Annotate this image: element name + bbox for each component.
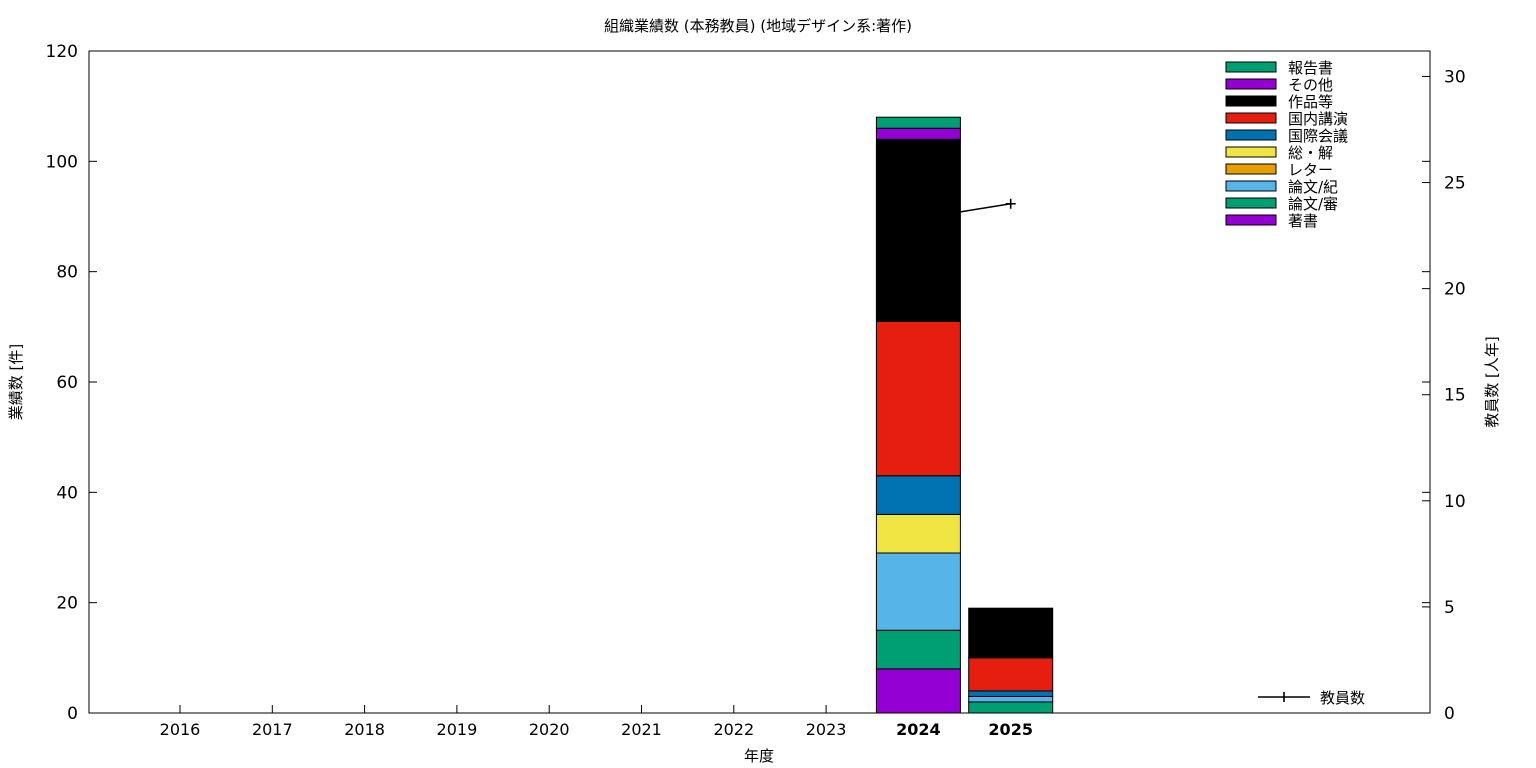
line-path [918,202,1011,220]
x-tick-label: 2016 [160,720,201,739]
legend-label: 国内講演 [1288,110,1348,128]
legend-label: 著書 [1288,212,1318,230]
x-tick-label: 2021 [621,720,662,739]
legend-swatch [1225,61,1277,73]
y-tick-label: 80 [56,263,78,283]
legend-swatch [1225,163,1277,175]
bar-segment [875,552,961,631]
legend-swatch [1225,129,1277,141]
bars [875,116,1054,714]
y2-tick-label: 5 [1444,598,1455,618]
legend-swatch [1225,197,1277,209]
legend-label: 報告書 [1288,59,1333,77]
y2-tick-label: 30 [1444,67,1466,87]
legend-swatch [1225,214,1277,226]
y2-tick-label: 25 [1444,174,1466,194]
legend-label: 国際会議 [1288,127,1348,145]
x-tick-label: 2024 [896,720,941,739]
y-tick-label: 40 [56,483,78,503]
bar-segment [875,138,961,322]
x-tick-label: 2018 [344,720,385,739]
legend-label: その他 [1288,76,1333,94]
y2-axis-label: 教員数 [人年] [1483,336,1501,427]
legend-swatch [1225,180,1277,192]
y2-tick-label: 0 [1444,704,1455,724]
x-tick-label: 2022 [713,720,754,739]
y2-tick-label: 15 [1444,386,1466,406]
y-tick-label: 120 [46,42,78,62]
bar-segment [875,127,961,140]
y2-tick-label: 10 [1444,492,1466,512]
x-axis-label: 年度 [744,747,774,765]
legend-line-label: 教員数 [1320,689,1365,707]
legend-label: 論文/紀 [1288,178,1338,196]
x-tick-label: 2023 [806,720,847,739]
legend-label: 作品等 [1288,93,1333,111]
bar-segment [875,513,961,554]
legend-swatch [1225,78,1277,90]
x-tick-label: 2017 [252,720,293,739]
legend-swatch [1225,95,1277,107]
y-tick-label: 20 [56,594,78,614]
y-axis: 0 20 40 60 80 100 120 [46,42,1430,724]
x-tick-label: 2025 [988,720,1033,739]
x-axis: 2016 2017 2018 2019 2020 2021 2022 2023 2024 2025 [160,705,1033,739]
y2-tick-label: 20 [1444,280,1466,300]
bar-segment [875,475,961,515]
legend-swatch [1225,146,1277,158]
y2-axis: 0 5 10 15 20 25 30 [1422,67,1466,724]
x-tick-label: 2020 [529,720,570,739]
legend-label: 論文/審 [1288,195,1338,213]
bar-segment [968,690,1054,697]
bar-segment [968,657,1054,692]
x-tick-label: 2019 [437,720,478,739]
y-tick-label: 60 [56,373,78,393]
y-axis-label: 業績数 [件] [7,344,25,420]
y-tick-label: 100 [46,152,78,172]
legend-label: レター [1288,161,1333,179]
y-tick-label: 0 [67,704,78,724]
bar-segment [875,629,961,670]
bar-segment [875,320,961,477]
chart-title: 組織業績数 (本務教員) (地域デザイン系:著作) [604,17,912,35]
legend-swatch [1225,112,1277,124]
bar-segment [968,607,1054,659]
bar-segment [968,701,1054,714]
bar-segment [968,695,1054,703]
bar-segment [875,116,961,129]
legend-label: 総・解 [1288,144,1333,162]
line-series [913,198,1016,224]
bar-segment [875,668,961,714]
